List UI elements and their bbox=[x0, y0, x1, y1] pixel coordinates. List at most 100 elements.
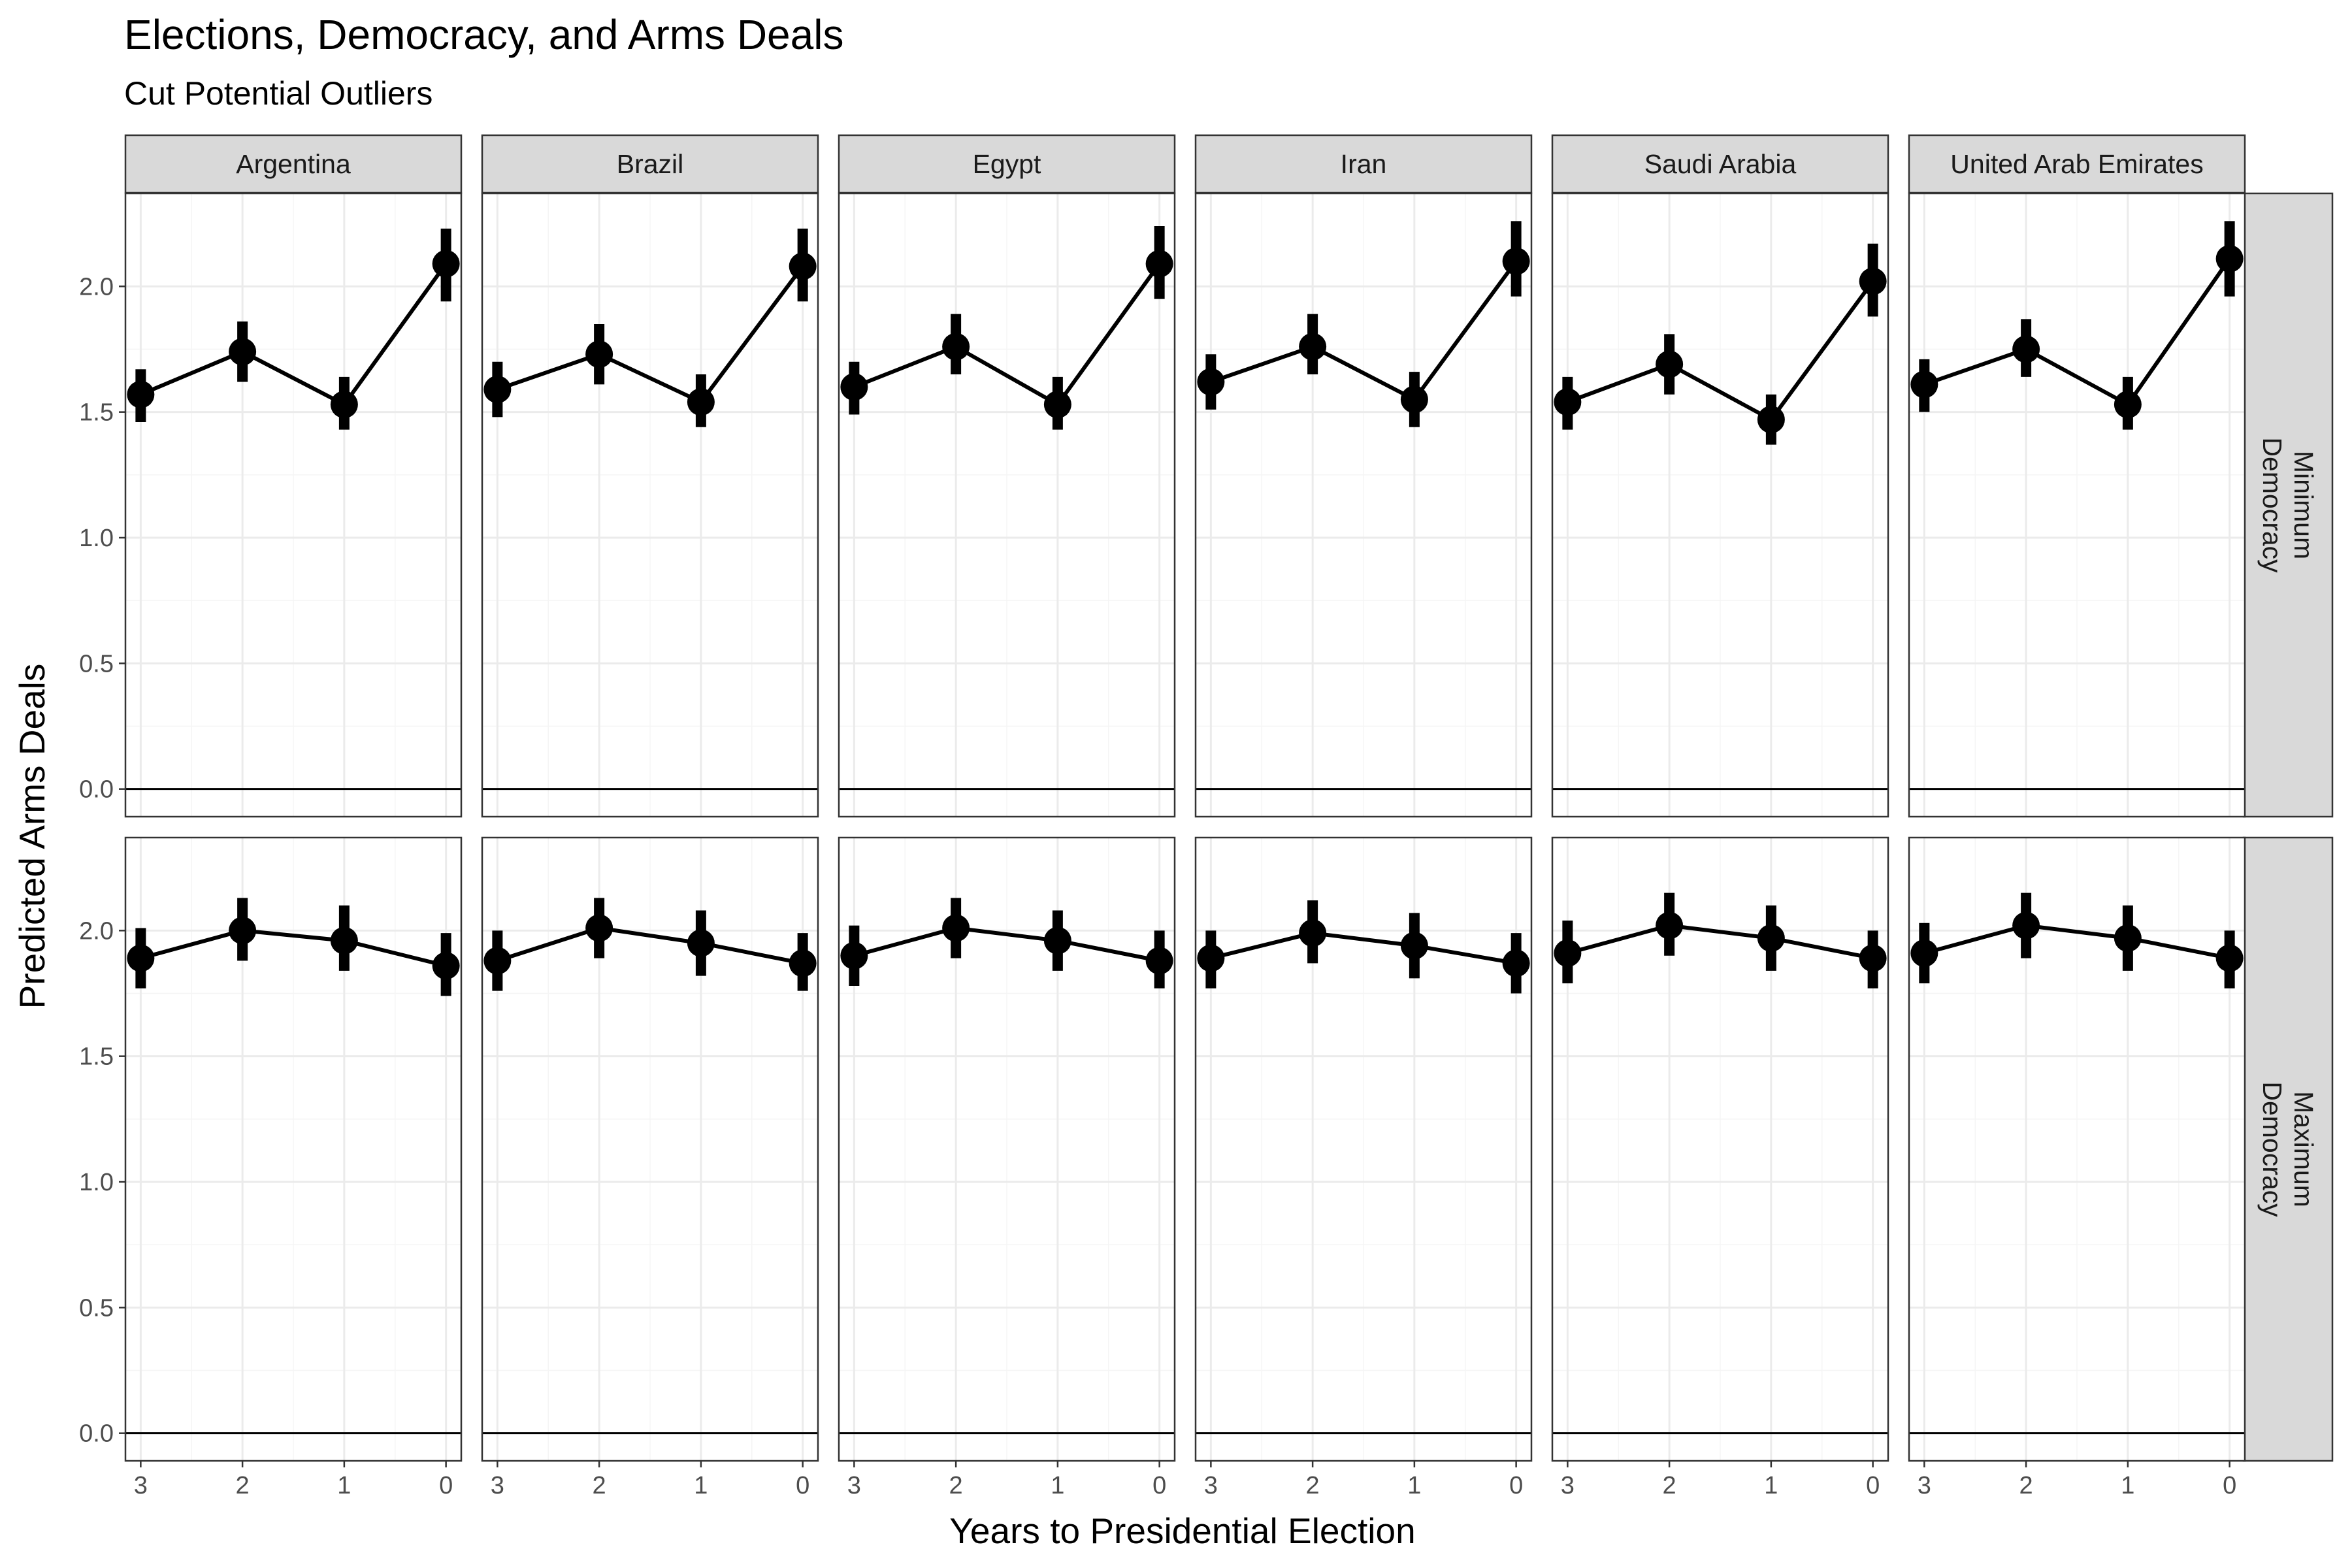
series-line bbox=[140, 928, 447, 968]
data-point bbox=[1043, 926, 1071, 955]
x-tick-label: 2 bbox=[1306, 1472, 1320, 1499]
facet-strip-top bbox=[838, 134, 1176, 194]
series-line bbox=[1210, 260, 1518, 402]
panel-border bbox=[124, 836, 463, 1462]
facet-strip-top bbox=[1194, 134, 1533, 194]
panel-border bbox=[1194, 192, 1533, 818]
data-point bbox=[432, 250, 460, 278]
x-axis-title: Years to Presidential Election bbox=[949, 1511, 1415, 1551]
data-point bbox=[432, 952, 460, 980]
facet-panel bbox=[1194, 836, 1533, 1462]
chart-subtitle: Cut Potential Outliers bbox=[124, 75, 433, 112]
facet-grid: Argentina Brazil Egypt Iran Saudi Arabia Unit… bbox=[79, 134, 2334, 1499]
data-point bbox=[1859, 944, 1887, 972]
data-point bbox=[942, 333, 970, 361]
facet-strip-label: Argentina bbox=[236, 149, 351, 179]
y-tick-label: 0.5 bbox=[79, 650, 114, 678]
data-point bbox=[585, 914, 613, 942]
facet-strip-right-line: Minimum bbox=[2289, 451, 2319, 559]
facet-strip-label: Saudi Arabia bbox=[1644, 149, 1797, 179]
x-tick-label: 0 bbox=[1866, 1472, 1880, 1499]
facet-panel bbox=[1551, 192, 1889, 818]
panel-border bbox=[1194, 836, 1533, 1462]
x-tick-label: 0 bbox=[796, 1472, 809, 1499]
facet-strip-right-line: Democracy bbox=[2257, 1081, 2287, 1217]
data-point bbox=[2114, 391, 2142, 419]
x-tick-label: 1 bbox=[1407, 1472, 1421, 1499]
series-line bbox=[497, 265, 805, 404]
data-point bbox=[942, 914, 970, 942]
series-line bbox=[853, 262, 1162, 407]
facet-strip-top bbox=[481, 134, 819, 194]
facet-panel bbox=[481, 192, 819, 818]
data-point bbox=[229, 917, 257, 945]
data-point bbox=[127, 380, 155, 408]
x-tick-label: 0 bbox=[1509, 1472, 1523, 1499]
y-tick-label: 1.0 bbox=[79, 1169, 114, 1196]
facet-panel bbox=[1194, 192, 1533, 818]
data-point bbox=[2012, 335, 2040, 363]
data-point bbox=[229, 338, 257, 366]
facet-panel bbox=[124, 836, 463, 1462]
x-tick-label: 3 bbox=[1918, 1472, 1931, 1499]
y-tick-label: 0.5 bbox=[79, 1294, 114, 1322]
data-point bbox=[1043, 391, 1071, 419]
facet-strip-label: Brazil bbox=[617, 149, 684, 179]
data-point bbox=[789, 949, 817, 977]
facet-strip-top bbox=[1908, 134, 2246, 194]
y-axis-title: Predicted Arms Deals bbox=[12, 664, 52, 1009]
facet-strip-label: Egypt bbox=[973, 149, 1041, 179]
facet-strip-right-line: Maximum bbox=[2289, 1091, 2319, 1207]
x-tick-label: 1 bbox=[337, 1472, 351, 1499]
x-tick-label: 2 bbox=[593, 1472, 606, 1499]
panel-border bbox=[481, 192, 819, 818]
series-line bbox=[497, 926, 804, 966]
x-tick-label: 1 bbox=[2121, 1472, 2134, 1499]
x-tick-label: 3 bbox=[847, 1472, 861, 1499]
facet-strip-right-label: MinimumDemocracy bbox=[2257, 437, 2319, 573]
facet-panel bbox=[1551, 836, 1889, 1462]
panel-border bbox=[124, 192, 463, 818]
facet-strip-label: United Arab Emirates bbox=[1950, 149, 2203, 179]
data-point bbox=[1299, 333, 1327, 361]
x-tick-label: 3 bbox=[1204, 1472, 1218, 1499]
series-line bbox=[1567, 923, 1874, 960]
series-line bbox=[1567, 280, 1875, 422]
panel-border bbox=[1551, 192, 1889, 818]
panel-border bbox=[481, 836, 819, 1462]
data-point bbox=[1400, 932, 1428, 960]
data-point bbox=[687, 388, 715, 416]
data-point bbox=[840, 941, 868, 970]
data-point bbox=[2215, 245, 2244, 273]
x-tick-label: 2 bbox=[1663, 1472, 1676, 1499]
data-point bbox=[1859, 267, 1887, 295]
facet-panel bbox=[124, 192, 463, 818]
data-point bbox=[1145, 250, 1173, 278]
x-tick-label: 3 bbox=[491, 1472, 504, 1499]
data-point bbox=[1554, 939, 1582, 967]
facet-panel bbox=[1908, 192, 2246, 818]
data-point bbox=[1502, 949, 1530, 977]
x-tick-label: 1 bbox=[1051, 1472, 1064, 1499]
series-line bbox=[1210, 931, 1517, 966]
data-point bbox=[1197, 368, 1225, 396]
data-point bbox=[840, 373, 868, 401]
facet-strip-label: Iran bbox=[1341, 149, 1387, 179]
data-point bbox=[1757, 924, 1785, 952]
facet-strip-top bbox=[124, 134, 463, 194]
data-point bbox=[1400, 385, 1428, 414]
y-tick-label: 2.0 bbox=[79, 273, 114, 301]
data-point bbox=[1145, 947, 1173, 975]
chart-title: Elections, Democracy, and Arms Deals bbox=[124, 11, 843, 58]
data-point bbox=[2012, 911, 2040, 939]
series-line bbox=[140, 262, 448, 407]
data-point bbox=[1299, 919, 1327, 947]
y-tick-label: 2.0 bbox=[79, 917, 114, 945]
series-line bbox=[1923, 257, 2232, 407]
data-point bbox=[1554, 388, 1582, 416]
data-point bbox=[789, 252, 817, 280]
panel-border bbox=[1551, 836, 1889, 1462]
data-point bbox=[330, 391, 358, 419]
panel-border bbox=[1908, 192, 2246, 818]
